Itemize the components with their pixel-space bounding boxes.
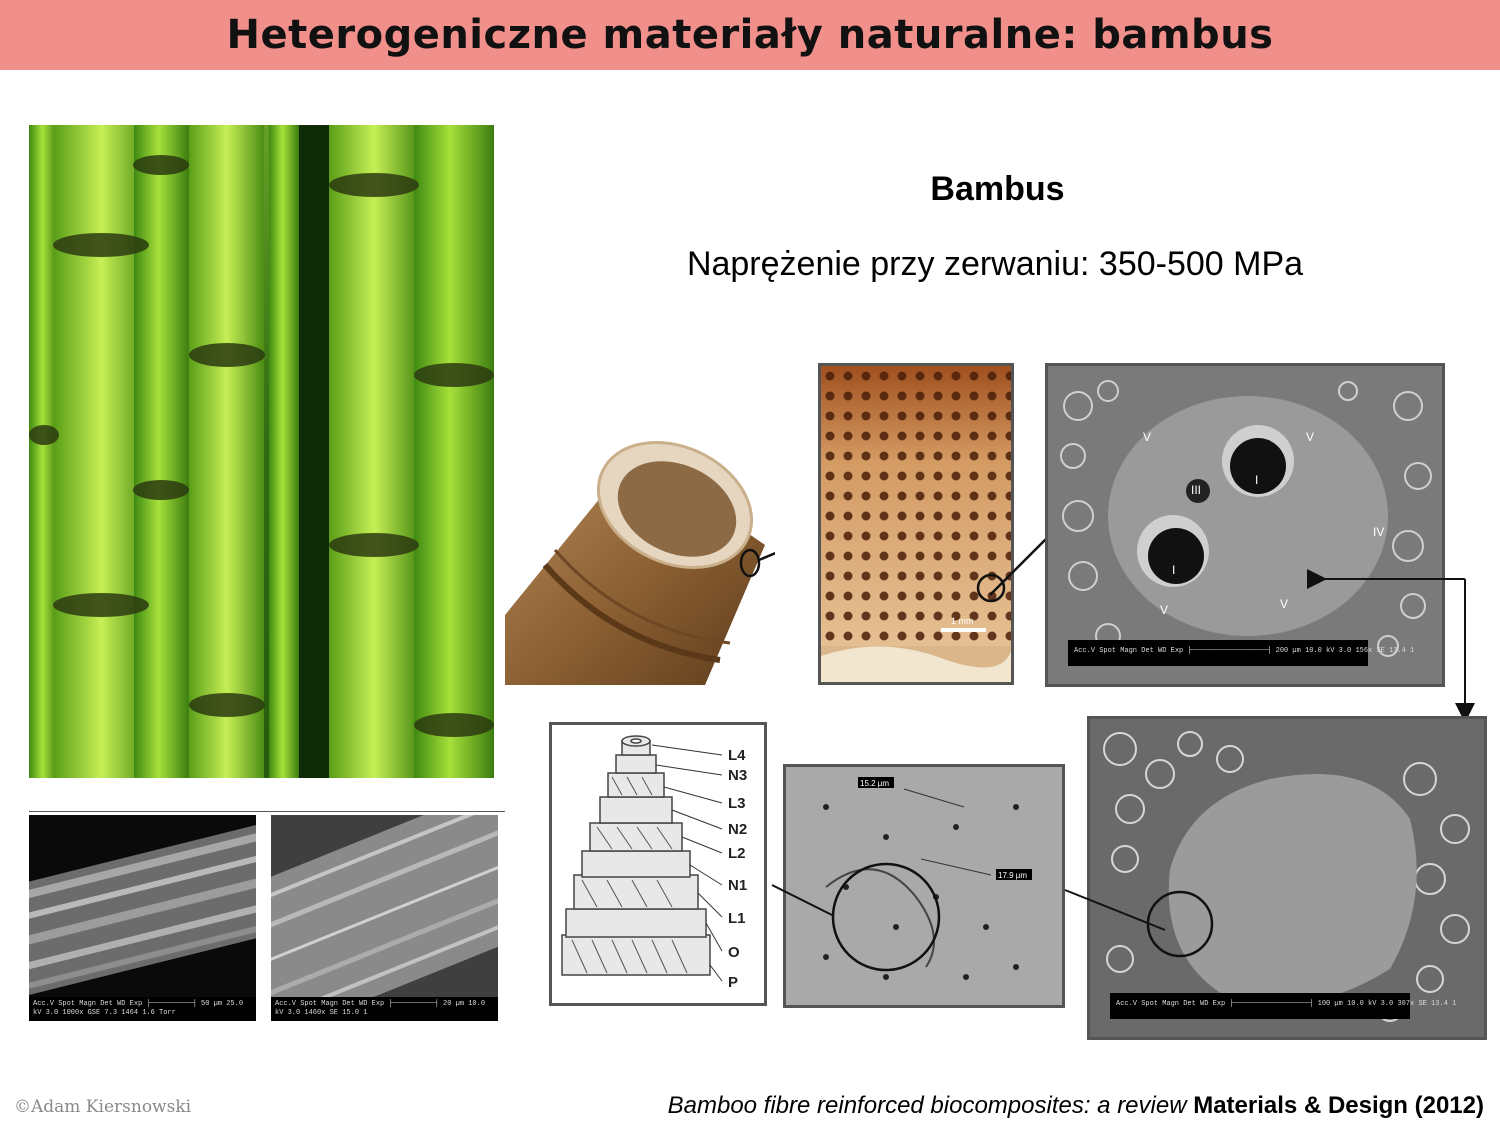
copyright: ©Adam Kiersnowski: [14, 1097, 192, 1117]
sem-info-bar: Acc.V Spot Magn Det WD Exp ├──────────┤ …: [271, 997, 498, 1021]
layer-label: O: [728, 944, 740, 961]
layer-label: N2: [728, 821, 747, 838]
panel-vascular-bundle: V V I III I V V IV Acc.V Spot Magn Det W…: [1045, 363, 1445, 687]
scale-bar-label: 1 mm: [951, 616, 974, 626]
bundle-label: V: [1160, 603, 1168, 617]
sem-info-bar: Acc.V Spot Magn Det WD Exp ├──────────┤ …: [29, 997, 256, 1021]
fibre-pits-art: 15.2 µm 17.9 µm: [786, 767, 1062, 1005]
sem-fibre-pair: Acc.V Spot Magn Det WD Exp ├──────────┤ …: [29, 811, 505, 1021]
citation: Bamboo fibre reinforced biocomposites: a…: [668, 1092, 1484, 1120]
panel-cell-wall-model: L4 N3 L3 N2 L2 N1 L1 O P: [549, 722, 767, 1006]
arrow-connector: [1307, 569, 1475, 723]
bundle-label: V: [1280, 597, 1288, 611]
sem-info-bar: Acc.V Spot Magn Det WD Exp ├────────────…: [1074, 646, 1414, 655]
sem-fibre-right: Acc.V Spot Magn Det WD Exp ├──────────┤ …: [271, 815, 498, 1021]
citation-source: Materials & Design (2012): [1193, 1092, 1484, 1119]
tensile-strength-text: Naprężenie przy zerwaniu: 350-500 MPa: [686, 245, 1304, 283]
bamboo-photo: [29, 125, 494, 778]
panel-fibre-pits: 15.2 µm 17.9 µm: [783, 764, 1065, 1008]
cell-wall-model-art: L4 N3 L3 N2 L2 N1 L1 O P: [561, 735, 747, 991]
cross-section-art: 1 mm: [821, 366, 1011, 682]
bundle-label: III: [1191, 483, 1201, 497]
fibre-bundle-art: Acc.V Spot Magn Det WD Exp ├────────────…: [1090, 719, 1484, 1037]
layer-label: L1: [728, 910, 746, 927]
bamboo-structure-figure: 1 mm V V I III I V: [505, 360, 1495, 1050]
connector-line: [771, 884, 833, 916]
sem-fibre-right-art: [271, 815, 498, 1021]
title-bar: Heterogeniczne materiały naturalne: bamb…: [0, 0, 1500, 70]
connector-line: [1064, 889, 1166, 931]
divider: [29, 811, 505, 812]
layer-label: N3: [728, 767, 747, 784]
vascular-bundle-art: V V I III I V V IV Acc.V Spot Magn Det W…: [1048, 366, 1442, 684]
measurement-label: 15.2 µm: [860, 779, 889, 788]
bamboo-photo-art: [29, 125, 494, 778]
bundle-label: IV: [1373, 525, 1384, 539]
connector-line: [989, 534, 1051, 596]
measurement-label: 17.9 µm: [998, 871, 1027, 880]
bundle-label: V: [1143, 430, 1151, 444]
slide-title: Heterogeniczne materiały naturalne: bamb…: [226, 12, 1274, 58]
bundle-label: I: [1255, 473, 1258, 487]
layer-label: L2: [728, 845, 746, 862]
layer-label: P: [728, 974, 738, 991]
layer-label: N1: [728, 877, 747, 894]
section-heading: Bambus: [930, 170, 1065, 208]
bundle-label: I: [1172, 563, 1175, 577]
sem-fibre-left: Acc.V Spot Magn Det WD Exp ├──────────┤ …: [29, 815, 256, 1021]
bundle-label: V: [1306, 430, 1314, 444]
sem-fibre-left-art: [29, 815, 256, 998]
layer-label: L3: [728, 795, 746, 812]
panel-cross-section: 1 mm: [818, 363, 1014, 685]
layer-label: L4: [728, 747, 746, 764]
bamboo-culm-illustration: [505, 441, 775, 685]
citation-title: Bamboo fibre reinforced biocomposites: a…: [667, 1092, 1187, 1119]
panel-fibre-bundle: Acc.V Spot Magn Det WD Exp ├────────────…: [1087, 716, 1487, 1040]
sem-info-bar: Acc.V Spot Magn Det WD Exp ├────────────…: [1116, 999, 1456, 1008]
